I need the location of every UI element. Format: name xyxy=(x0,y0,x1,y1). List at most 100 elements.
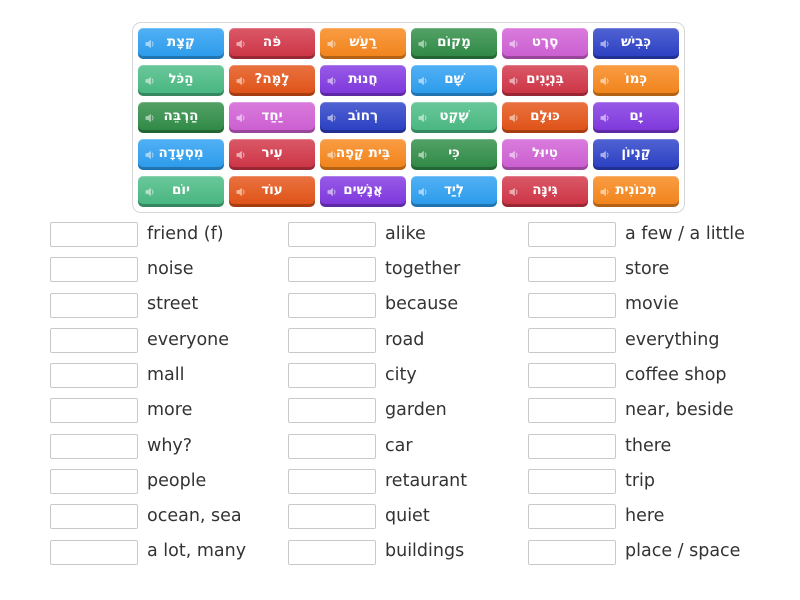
speaker-icon[interactable] xyxy=(235,75,246,86)
answer-slot[interactable] xyxy=(50,327,138,353)
word-tile[interactable]: כְּמוֹ xyxy=(593,65,679,96)
answer-slot[interactable] xyxy=(50,433,138,459)
answer-slot[interactable] xyxy=(528,469,616,495)
tile-word: מִסְעָדָה xyxy=(158,145,204,162)
word-tile[interactable]: רְחוֹב xyxy=(320,102,406,133)
word-tile[interactable]: עוֹד xyxy=(229,176,315,207)
definition-label: buildings xyxy=(385,541,465,562)
answer-slot[interactable] xyxy=(50,222,138,247)
answer-slot[interactable] xyxy=(50,398,138,424)
tile-word: כְּמוֹ xyxy=(624,71,648,88)
word-tile[interactable]: גִּינָּה xyxy=(502,176,588,207)
word-tile[interactable]: בִּנְיָנִים xyxy=(502,65,588,96)
speaker-icon[interactable] xyxy=(144,112,155,123)
speaker-icon[interactable] xyxy=(508,75,519,86)
word-tile[interactable]: מָקוֹם xyxy=(411,28,497,59)
answer-slot[interactable] xyxy=(50,257,138,283)
answer-slot[interactable] xyxy=(288,363,376,389)
answer-slot[interactable] xyxy=(528,363,616,389)
answer-slot[interactable] xyxy=(528,292,616,318)
answer-slot[interactable] xyxy=(288,257,376,283)
word-tile[interactable]: רַעַשׁ xyxy=(320,28,406,59)
answer-slot[interactable] xyxy=(50,292,138,318)
answer-slot[interactable] xyxy=(288,327,376,353)
speaker-icon[interactable] xyxy=(144,38,155,49)
answer-slot[interactable] xyxy=(528,257,616,283)
speaker-icon[interactable] xyxy=(508,149,519,160)
word-tile[interactable]: שֶׁקֶט xyxy=(411,102,497,133)
speaker-icon[interactable] xyxy=(417,186,428,197)
speaker-icon[interactable] xyxy=(144,186,155,197)
word-tile[interactable]: כּוּלָם xyxy=(502,102,588,133)
answer-slot[interactable] xyxy=(288,539,376,565)
word-tile[interactable]: כִּי xyxy=(411,139,497,170)
word-bank: קְצָת פֹּה רַעַשׁ מָקוֹם סֶרֶט כְּבִישׁ xyxy=(132,22,685,213)
speaker-icon[interactable] xyxy=(326,38,337,49)
word-tile[interactable]: אֲנָשִׁים xyxy=(320,176,406,207)
speaker-icon[interactable] xyxy=(599,112,610,123)
word-tile[interactable]: טִיוּל xyxy=(502,139,588,170)
word-tile[interactable]: יַחַד xyxy=(229,102,315,133)
word-tile[interactable]: הַרְבֵּה xyxy=(138,102,224,133)
word-tile[interactable]: חֲנוּת xyxy=(320,65,406,96)
word-tile[interactable]: פֹּה xyxy=(229,28,315,59)
speaker-icon[interactable] xyxy=(235,112,246,123)
word-tile[interactable]: שָׁם xyxy=(411,65,497,96)
answer-slot[interactable] xyxy=(50,539,138,565)
speaker-icon[interactable] xyxy=(326,186,337,197)
answer-slot[interactable] xyxy=(528,327,616,353)
word-tile[interactable]: לְיַד xyxy=(411,176,497,207)
word-tile[interactable]: בֵּית קָפֶה xyxy=(320,139,406,170)
speaker-icon[interactable] xyxy=(599,186,610,197)
answer-slot[interactable] xyxy=(288,469,376,495)
answer-slot[interactable] xyxy=(288,222,376,247)
answer-slot[interactable] xyxy=(288,433,376,459)
speaker-icon[interactable] xyxy=(326,149,337,160)
speaker-icon[interactable] xyxy=(235,149,246,160)
speaker-icon[interactable] xyxy=(508,186,519,197)
speaker-icon[interactable] xyxy=(417,149,428,160)
answer-slot[interactable] xyxy=(528,222,616,247)
word-tile[interactable]: עִיר xyxy=(229,139,315,170)
answer-slot[interactable] xyxy=(528,504,616,530)
speaker-icon[interactable] xyxy=(144,149,155,160)
tile-word: מָקוֹם xyxy=(437,34,471,51)
word-tile[interactable]: לָמָּה? xyxy=(229,65,315,96)
word-tile[interactable]: מְכוֹנִית xyxy=(593,176,679,207)
speaker-icon[interactable] xyxy=(508,112,519,123)
speaker-icon[interactable] xyxy=(508,38,519,49)
tile-word: קַנְיוֹן xyxy=(621,145,651,162)
answer-slot[interactable] xyxy=(528,539,616,565)
speaker-icon[interactable] xyxy=(326,75,337,86)
word-tile[interactable]: קַנְיוֹן xyxy=(593,139,679,170)
speaker-icon[interactable] xyxy=(599,38,610,49)
word-tile[interactable]: מִסְעָדָה xyxy=(138,139,224,170)
word-tile[interactable]: יוֹם xyxy=(138,176,224,207)
speaker-icon[interactable] xyxy=(235,186,246,197)
speaker-icon[interactable] xyxy=(417,75,428,86)
word-tile[interactable]: כְּבִישׁ xyxy=(593,28,679,59)
answer-slot[interactable] xyxy=(288,504,376,530)
definition-label: friend (f) xyxy=(147,223,224,244)
speaker-icon[interactable] xyxy=(326,112,337,123)
speaker-icon[interactable] xyxy=(599,75,610,86)
answer-slot[interactable] xyxy=(528,433,616,459)
speaker-icon[interactable] xyxy=(417,112,428,123)
answer-slot[interactable] xyxy=(50,469,138,495)
answer-slot[interactable] xyxy=(528,398,616,424)
answer-slot[interactable] xyxy=(288,398,376,424)
word-tile[interactable]: יָם xyxy=(593,102,679,133)
definition-row: quiet xyxy=(288,504,467,530)
speaker-icon[interactable] xyxy=(235,38,246,49)
speaker-icon[interactable] xyxy=(144,75,155,86)
answer-slot[interactable] xyxy=(288,292,376,318)
tile-word: כּוּלָם xyxy=(530,108,560,125)
word-tile[interactable]: קְצָת xyxy=(138,28,224,59)
speaker-icon[interactable] xyxy=(417,38,428,49)
word-tile[interactable]: סֶרֶט xyxy=(502,28,588,59)
answer-slot[interactable] xyxy=(50,504,138,530)
definition-label: everyone xyxy=(147,329,230,350)
speaker-icon[interactable] xyxy=(599,149,610,160)
answer-slot[interactable] xyxy=(50,363,138,389)
word-tile[interactable]: הַכֹּל xyxy=(138,65,224,96)
